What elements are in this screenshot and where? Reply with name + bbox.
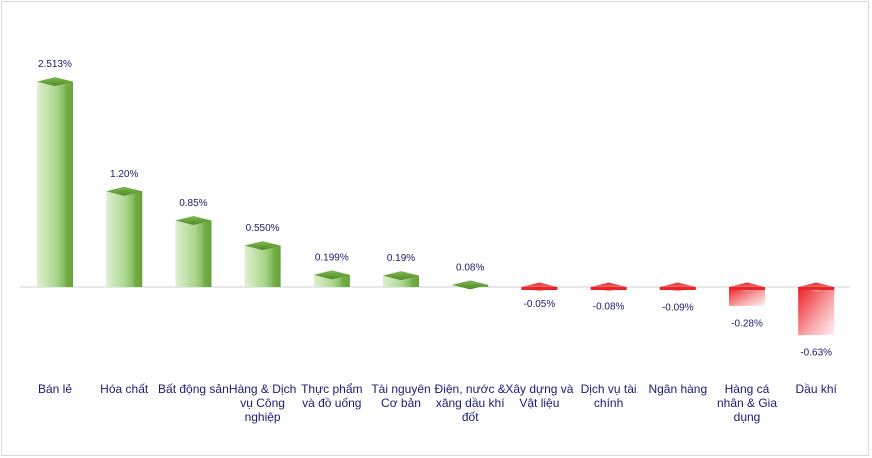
category-label: Hàng & Dịch vụ Công nghiệp <box>228 382 297 424</box>
value-label: 1.20% <box>110 169 138 180</box>
value-label: -0.05% <box>524 299 556 310</box>
value-label: 0.19% <box>387 253 415 264</box>
bar-top <box>383 271 419 281</box>
value-label: 2.513% <box>38 59 72 70</box>
category-label: Bán lẻ <box>37 382 73 396</box>
category-label: Hóa chất <box>100 382 149 396</box>
category-label: Thực phẩm và đồ uống <box>301 382 363 410</box>
value-label: 0.550% <box>246 223 280 234</box>
bar-cap <box>798 287 835 290</box>
value-label: 0.85% <box>179 198 207 209</box>
bar-4 <box>244 241 281 287</box>
category-label: Hàng cá nhân & Gia dụng <box>716 382 778 424</box>
bar-side <box>411 275 419 287</box>
bar-cap <box>659 287 696 290</box>
bar-front <box>729 287 765 306</box>
value-label: 0.199% <box>315 252 349 263</box>
bar-front <box>383 275 419 287</box>
bar-1 <box>37 77 73 288</box>
bar-8 <box>521 282 558 292</box>
value-label: -0.09% <box>662 303 694 314</box>
bar-cap <box>729 287 765 290</box>
bar-top <box>37 77 73 87</box>
category-label: Xây dựng và Vật liệu <box>505 382 574 410</box>
bar-cap <box>521 287 558 290</box>
bar-side <box>134 191 143 287</box>
value-label: -0.08% <box>593 302 625 313</box>
value-label: -0.63% <box>800 348 832 359</box>
bar-top <box>452 280 489 290</box>
category-label: Tài nguyên Cơ bản <box>371 382 431 410</box>
bar-3 <box>175 216 212 287</box>
bar-10 <box>659 282 696 292</box>
bar-top <box>175 216 212 226</box>
bar-front <box>798 287 835 336</box>
bar-7 <box>452 280 489 290</box>
bar-12 <box>798 282 835 336</box>
bar-9 <box>590 282 627 292</box>
bar-6 <box>383 271 419 287</box>
value-label: 0.08% <box>456 262 484 273</box>
bar-2 <box>106 186 143 287</box>
bar-side <box>341 274 350 287</box>
bar-cap <box>590 287 627 290</box>
bar-top <box>244 241 281 251</box>
bar-11 <box>729 282 765 306</box>
category-label: Điện, nước & xăng dầu khí đốt <box>434 382 506 424</box>
bar-5 <box>313 270 350 287</box>
bar-side <box>203 220 212 287</box>
category-label: Ngân hàng <box>648 382 708 396</box>
category-label: Bất động sản <box>158 382 229 396</box>
bar-side <box>65 81 73 288</box>
category-label: Dịch vụ tài chính <box>580 382 637 410</box>
bar-top <box>313 270 350 280</box>
bar-front <box>313 274 350 287</box>
category-label: Dầu khí <box>795 382 837 396</box>
bar-top <box>106 186 143 196</box>
bar-side <box>272 245 281 287</box>
value-labels-group: 2.513% 1.20% 0.85% 0.550% 0.199% 0.19% 0.08% -0… <box>38 59 832 358</box>
bars-group <box>37 77 835 336</box>
value-label: -0.28% <box>731 318 763 329</box>
